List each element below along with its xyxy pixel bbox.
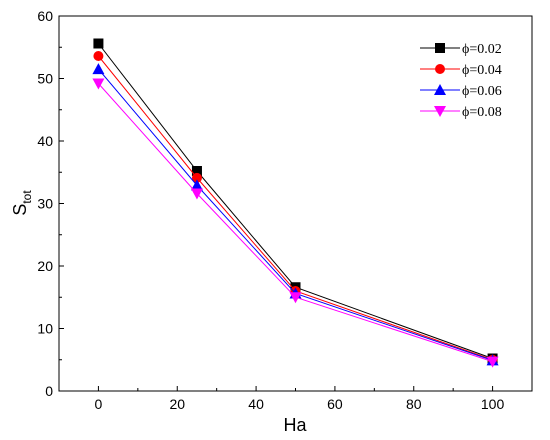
data-point: [92, 78, 105, 90]
legend-label: ϕ=0.06: [462, 84, 502, 99]
y-tick-label: 20: [37, 258, 53, 274]
legend: ϕ=0.02 ϕ=0.04 ϕ=0.06 ϕ=0.08: [420, 42, 502, 120]
y-tick-label: 40: [37, 133, 53, 149]
legend-marker: [435, 43, 445, 53]
legend-entry: ϕ=0.08: [420, 105, 502, 120]
legend-label: ϕ=0.02: [462, 42, 502, 57]
data-point: [93, 51, 104, 61]
x-axis-ticks: 0 20 40 60 80 100: [58, 386, 533, 412]
data-point: [486, 356, 499, 368]
data-point: [93, 38, 104, 49]
legend-marker: [435, 64, 445, 74]
series-line: [98, 55, 493, 361]
legend-marker: [434, 106, 446, 117]
y-axis-title: Stot: [10, 190, 34, 216]
y-axis-title-subscript: tot: [20, 190, 34, 204]
y-tick-label: 50: [37, 71, 53, 87]
y-tick-label: 60: [37, 8, 53, 24]
x-tick-label: 20: [169, 396, 185, 412]
data-point: [190, 179, 203, 191]
y-tick-label: 0: [45, 383, 53, 399]
legend-label: ϕ=0.08: [462, 105, 502, 120]
y-tick-label: 30: [37, 196, 53, 212]
y-axis-title-main: S: [10, 204, 30, 216]
data-point: [191, 166, 202, 176]
legend-label: ϕ=0.04: [462, 63, 502, 78]
legend-marker: [434, 84, 446, 95]
x-tick-label: 80: [406, 396, 422, 412]
series-line: [98, 83, 493, 363]
x-tick-label: 40: [248, 396, 264, 412]
data-point: [191, 172, 202, 183]
series-line: [98, 43, 493, 359]
x-axis-title: Ha: [283, 415, 307, 435]
legend-entry: ϕ=0.06: [420, 84, 502, 99]
data-point: [190, 188, 203, 200]
series-line: [98, 68, 493, 361]
x-tick-label: 100: [481, 396, 505, 412]
y-tick-label: 10: [37, 321, 53, 337]
y-axis-ticks: 0 10 20 30 40 50 60: [37, 8, 64, 399]
legend-entry: ϕ=0.02: [420, 42, 502, 57]
data-point: [92, 63, 105, 75]
series-layer: [92, 38, 499, 368]
x-tick-label: 60: [327, 396, 343, 412]
series-1: [93, 38, 498, 364]
data-point: [289, 292, 302, 304]
series-4: [92, 78, 499, 368]
series-2: [93, 51, 498, 365]
x-tick-label: 0: [95, 396, 103, 412]
legend-entry: ϕ=0.04: [420, 63, 502, 78]
